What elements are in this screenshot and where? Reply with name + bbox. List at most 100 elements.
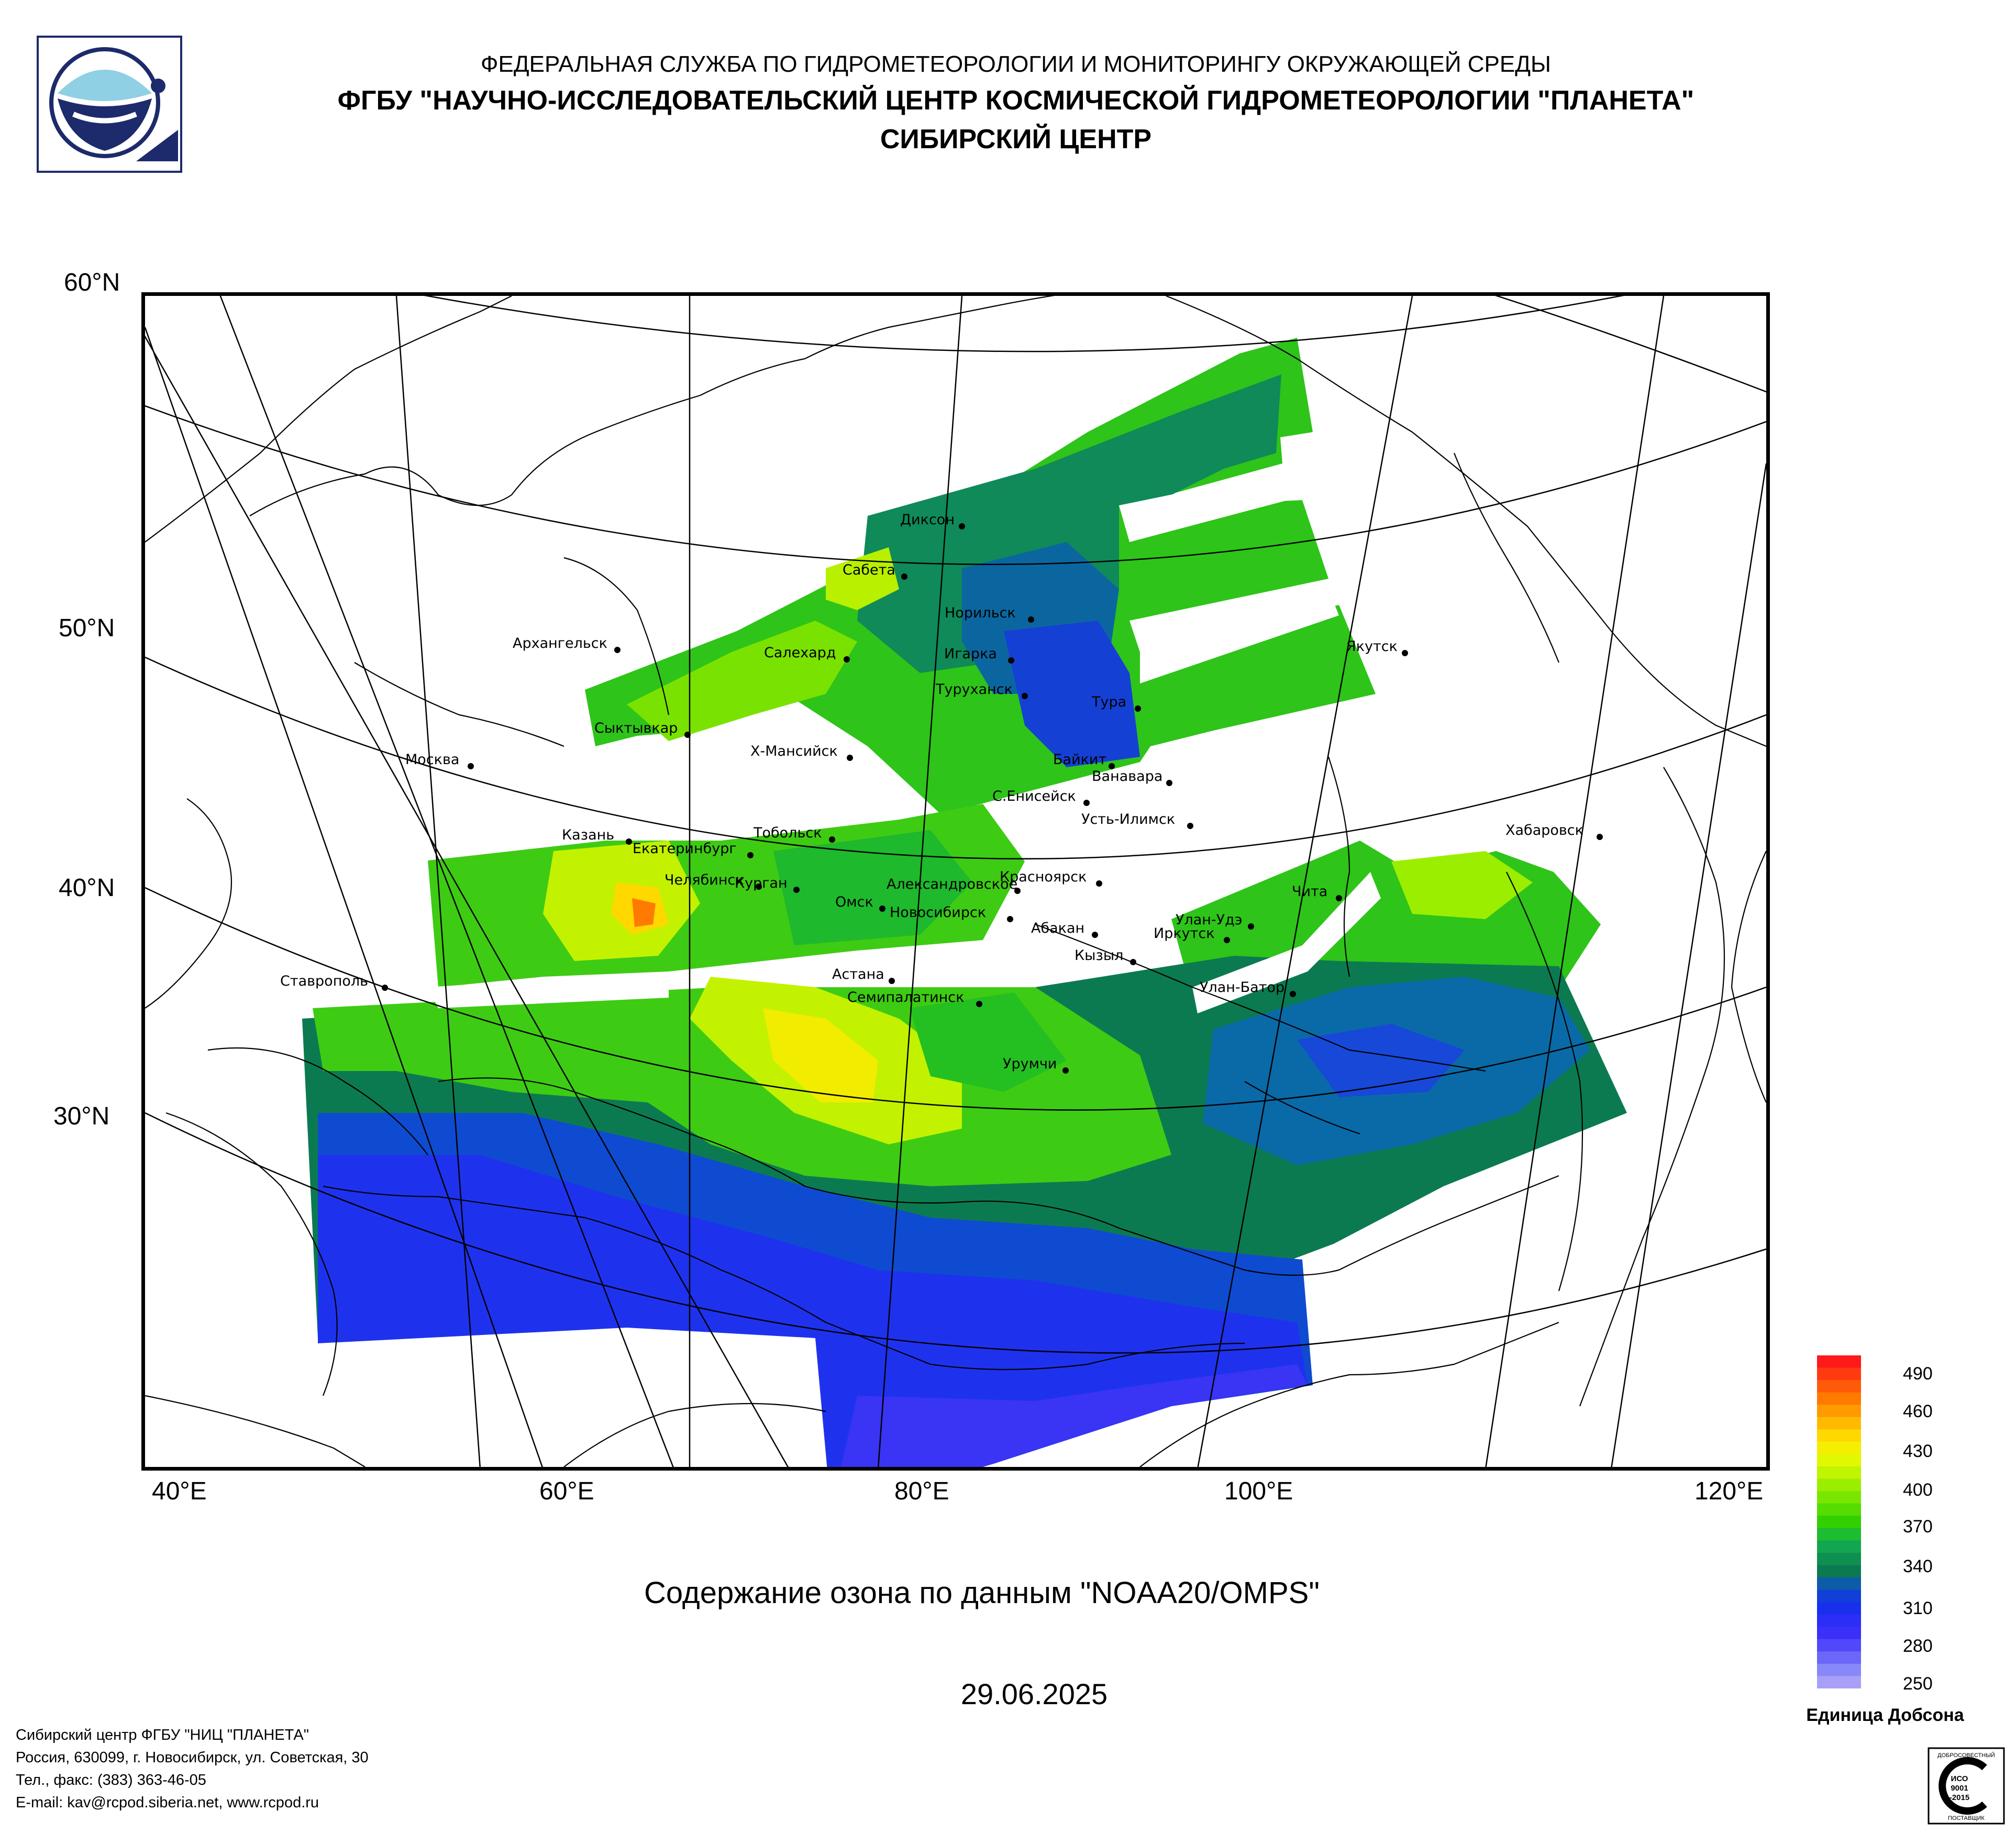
city-dot: [1248, 923, 1254, 930]
lon-label-120: 120°E: [1694, 1477, 1764, 1505]
legend-tick-460: 460: [1903, 1401, 1933, 1421]
legend-unit: Единица Добсона: [1806, 1705, 1964, 1725]
city-label: Екатеринбург: [633, 841, 737, 857]
legend-swatch: [1817, 1614, 1861, 1627]
city-label: Ванавара: [1092, 768, 1162, 785]
legend-swatch: [1817, 1503, 1861, 1516]
legend-swatch: [1817, 1565, 1861, 1578]
cert-iso: ИСО: [1951, 1774, 1968, 1783]
map-caption: Содержание озона по данным "NOAA20/OMPS": [644, 1576, 1320, 1610]
city-dot: [1166, 780, 1172, 786]
legend-swatch: [1817, 1627, 1861, 1640]
legend-swatch: [1817, 1367, 1861, 1381]
legend-swatch: [1817, 1602, 1861, 1615]
city-label: Тура: [1091, 694, 1126, 710]
city-label: Диксон: [900, 512, 955, 528]
legend-swatch: [1817, 1589, 1861, 1603]
city-dot: [1083, 800, 1090, 806]
city-label: Якутск: [1346, 638, 1398, 655]
legend-tick-340: 340: [1903, 1556, 1933, 1576]
legend-swatch: [1817, 1552, 1861, 1566]
ozone-map: Диксон Сабета Норильск Игарка Салехард Туруха…: [141, 292, 1770, 1471]
legend-swatch: [1817, 1478, 1861, 1492]
legend-swatch: [1817, 1651, 1861, 1664]
legend-swatch: [1817, 1676, 1861, 1689]
legend-swatch: [1817, 1417, 1861, 1430]
city-dot: [1007, 916, 1013, 922]
legend-tick-370: 370: [1903, 1517, 1933, 1537]
city-dot: [976, 1001, 982, 1007]
city-dot: [1130, 959, 1136, 965]
city-label: Москва: [405, 752, 459, 768]
city-label: Александровское: [887, 876, 1017, 892]
city-dot: [626, 838, 632, 845]
legend-swatch: [1817, 1454, 1861, 1467]
city-dot: [844, 656, 850, 662]
city-label: Урумчи: [1003, 1056, 1057, 1072]
legend-swatch: [1817, 1355, 1861, 1368]
city-label: Хабаровск: [1505, 822, 1583, 838]
city-markers: Диксон Сабета Норильск Игарка Салехард Туруха…: [280, 512, 1603, 1074]
legend-swatch: [1817, 1516, 1861, 1529]
legend-swatch: [1817, 1429, 1861, 1442]
legend-swatch: [1817, 1380, 1861, 1393]
city-label: Тобольск: [753, 825, 822, 841]
header-institute: ФГБУ "НАУЧНО-ИССЛЕДОВАТЕЛЬСКИЙ ЦЕНТР КОС…: [337, 85, 1694, 116]
map-date: 29.06.2025: [960, 1677, 1108, 1710]
city-label: Абакан: [1031, 920, 1084, 936]
city-label: Туруханск: [935, 681, 1013, 698]
legend-swatch: [1817, 1528, 1861, 1541]
lon-label-100: 100°E: [1224, 1477, 1293, 1505]
city-label: Омск: [835, 894, 873, 910]
lat-label-40: 40°N: [59, 874, 115, 902]
lat-label-50: 50°N: [59, 614, 115, 642]
footer-phone: Тел., факс: (383) 363-46-05: [16, 1772, 206, 1788]
legend-tick-280: 280: [1903, 1636, 1933, 1656]
city-dot: [1187, 823, 1193, 829]
city-label: Казань: [562, 827, 614, 843]
city-dot: [1022, 693, 1028, 699]
cert-top-text: ДОБРОСОВЕСТНЫЙ: [1937, 1752, 1995, 1759]
city-dot: [1109, 763, 1115, 769]
city-dot: [829, 836, 835, 843]
legend-swatch: [1817, 1441, 1861, 1455]
city-dot: [959, 523, 965, 529]
city-dot: [468, 763, 474, 769]
legend-swatch: [1817, 1466, 1861, 1479]
legend-tick-400: 400: [1903, 1480, 1933, 1500]
city-label: Байкит: [1053, 752, 1106, 768]
city-dot: [1597, 834, 1603, 840]
city-label: Иркутск: [1154, 925, 1215, 942]
city-label: Челябинск: [664, 872, 744, 888]
color-legend: [1817, 1355, 1885, 1689]
city-label: Чита: [1292, 884, 1327, 900]
header-center: СИБИРСКИЙ ЦЕНТР: [880, 124, 1152, 154]
city-dot: [756, 884, 762, 890]
city-dot: [793, 887, 800, 893]
city-label: Улан-Удэ: [1176, 912, 1243, 928]
city-label: Усть-Илимск: [1081, 811, 1175, 827]
city-label: Астана: [832, 966, 884, 982]
city-dot: [889, 978, 895, 984]
city-label: Норильск: [945, 605, 1016, 621]
iso-certificate-badge: ДОБРОСОВЕСТНЫЙ ИСО 9001 -2015 ПОСТАВЩИК: [1927, 1747, 2006, 1825]
city-label: С.Енисейск: [992, 788, 1076, 804]
city-label: Архангельск: [513, 635, 607, 652]
legend-tick-430: 430: [1903, 1441, 1933, 1461]
planeta-logo: [37, 36, 182, 173]
city-dot: [1028, 616, 1034, 623]
legend-swatch: [1817, 1663, 1861, 1677]
city-dot: [879, 906, 885, 912]
legend-swatch: [1817, 1491, 1861, 1504]
city-dot: [847, 755, 853, 761]
city-label: Новосибирск: [890, 904, 986, 921]
city-dot: [1135, 705, 1141, 712]
cert-bottom-text: ПОСТАВЩИК: [1948, 1815, 1985, 1821]
footer-contacts: Сибирский центр ФГБУ "НИЦ "ПЛАНЕТА" Росс…: [16, 1724, 369, 1814]
city-label: Салехард: [764, 645, 836, 661]
city-label: Игарка: [944, 646, 997, 662]
legend-swatch: [1817, 1540, 1861, 1553]
lon-label-60: 60°E: [539, 1477, 594, 1505]
city-label: Сабета: [843, 562, 895, 578]
legend-swatch: [1817, 1405, 1861, 1418]
